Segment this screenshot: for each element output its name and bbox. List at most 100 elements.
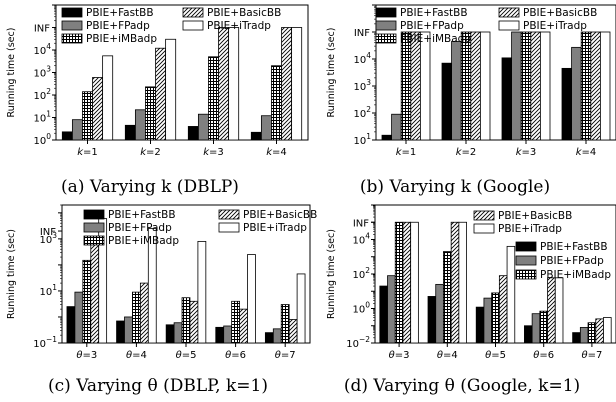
legend-label-pbie-imbadp: PBIE+iMBadp: [108, 235, 179, 247]
bar-pbie-fpadp-k-1: [71, 119, 83, 141]
bar-pbie-fastbb-k-1: [381, 134, 393, 141]
bar-pbie-fastbb-k-4: [250, 131, 262, 141]
legend-swatch-pbie-itradp: [473, 223, 495, 234]
legend-swatch-pbie-fpadp: [515, 255, 537, 266]
legend-swatch-pbie-imbadp: [515, 269, 537, 280]
legend-label-pbie-basicbb: PBIE+BasicBB: [243, 209, 317, 221]
legend-label-pbie-itradp: PBIE+iTradp: [498, 223, 562, 235]
x-tick-label: θ=7: [581, 350, 602, 361]
legend-swatch-pbie-fpadp: [61, 20, 83, 31]
bar-pbie-fpadp-k-3: [197, 113, 209, 141]
bar-pbie-itradp-5: [197, 240, 207, 344]
bar-pbie-imbadp-6: [539, 310, 548, 344]
bar-pbie-imbadp-k-2: [145, 86, 156, 141]
bar-pbie-basicbb-3: [402, 221, 412, 344]
y-axis-label: Running time (sec): [6, 28, 17, 118]
y-tick-label: 103: [39, 231, 57, 246]
legend-swatch-pbie-fastbb: [61, 7, 83, 18]
bar-pbie-itradp-k-4: [291, 27, 303, 141]
bar-pbie-itradp-k-3: [228, 27, 240, 141]
bar-pbie-imbadp-7: [280, 304, 290, 344]
x-tick-label: k=2: [456, 147, 477, 158]
x-tick-label: θ=3: [389, 350, 410, 361]
y-tick-label: 101: [39, 283, 57, 298]
bar-pbie-fastbb-7: [572, 332, 581, 344]
legend-swatch-pbie-fastbb: [515, 241, 537, 252]
y-axis-label: Running time (sec): [326, 28, 337, 118]
x-tick-label: θ=4: [437, 350, 458, 361]
bar-pbie-fastbb-6: [215, 326, 225, 344]
bar-pbie-imbadp-3: [82, 259, 92, 344]
legend-swatch-pbie-basicbb: [473, 210, 495, 221]
caption-b: (b) Varying k (Google): [360, 177, 550, 197]
bar-pbie-itradp-5: [506, 245, 516, 344]
legend-swatch-pbie-imbadp: [83, 235, 105, 246]
y-tick-label-inf: INF: [34, 24, 50, 35]
chart-panel-a: 100 101 102 103 104 INF Running time (sec) k=1 k…: [6, 4, 309, 158]
bar-pbie-itradp-k-3: [540, 31, 551, 141]
x-tick-label: θ=7: [275, 350, 296, 361]
x-tick-label: k=1: [77, 147, 98, 158]
bar-pbie-fastbb-7: [264, 332, 274, 344]
bar-pbie-fastbb-k-4: [561, 67, 573, 141]
caption-d: (d) Varying θ (Google, k=1): [344, 376, 580, 396]
legend-swatch-pbie-itradp: [182, 20, 204, 31]
bar-pbie-imbadp-k-2: [460, 31, 472, 141]
legend-label-pbie-basicbb: PBIE+BasicBB: [207, 7, 281, 19]
bar-pbie-itradp-k-2: [479, 31, 491, 141]
y-axis-label: Running time (sec): [326, 229, 337, 319]
bar-pbie-fpadp-k-4: [260, 115, 272, 141]
bar-pbie-fpadp-7: [272, 328, 282, 344]
x-tick-label: θ=5: [176, 350, 197, 361]
bar-pbie-fastbb-4: [427, 296, 437, 344]
legend-label-pbie-itradp: PBIE+iTradp: [207, 20, 271, 32]
bar-pbie-basicbb-k-4: [590, 31, 601, 141]
bar-pbie-fastbb-k-2: [124, 124, 136, 141]
bar-pbie-basicbb-k-4: [281, 27, 293, 141]
legend-swatch-pbie-basicbb: [498, 7, 520, 18]
bar-pbie-imbadp-k-4: [271, 65, 282, 141]
y-tick-label: 103: [353, 78, 371, 93]
x-tick-label: k=1: [396, 147, 417, 158]
y-tick-label: 104: [352, 232, 370, 247]
legend-label-pbie-imbadp: PBIE+iMBadp: [540, 269, 611, 281]
legend-label-pbie-basicbb: PBIE+BasicBB: [498, 210, 572, 222]
bar-pbie-itradp-3: [410, 221, 419, 344]
y-tick-label: 102: [353, 105, 371, 120]
legend-swatch-pbie-basicbb: [218, 209, 240, 220]
y-tick-label: 101: [353, 132, 371, 147]
bar-pbie-basicbb-5: [498, 275, 508, 344]
bar-pbie-basicbb-6: [239, 308, 248, 344]
legend-swatch-pbie-itradp: [218, 222, 240, 233]
bar-pbie-basicbb-k-1: [410, 31, 421, 141]
bar-pbie-fastbb-5: [165, 324, 175, 344]
bar-pbie-itradp-k-1: [102, 55, 114, 141]
bar-pbie-fpadp-3: [74, 291, 84, 344]
bar-pbie-fpadp-6: [531, 313, 541, 344]
legend-label-pbie-imbadp: PBIE+iMBadp: [400, 33, 471, 45]
y-tick-label-inf: INF: [353, 218, 369, 229]
bar-pbie-itradp-k-4: [600, 31, 611, 141]
x-tick-label: k=4: [576, 147, 597, 158]
bar-pbie-basicbb-4: [139, 282, 149, 344]
y-tick-label: 100: [352, 301, 370, 316]
bar-pbie-basicbb-k-1: [92, 77, 104, 141]
chart-panel-d: 10−2 100 102 104 INF Running time (sec) θ=3 θ=4…: [326, 204, 616, 361]
chart-panel-b: 101 102 103 104 INF Running time (sec) k=1 k=2 k…: [326, 4, 616, 158]
bar-pbie-basicbb-k-2: [470, 31, 481, 141]
bar-pbie-basicbb-6: [547, 277, 556, 344]
legend-label-pbie-itradp: PBIE+iTradp: [523, 20, 587, 32]
x-tick-label: θ=6: [225, 350, 246, 361]
bar-pbie-fpadp-5: [483, 297, 493, 344]
y-axis-label: Running time (sec): [6, 229, 17, 319]
bar-pbie-basicbb-7: [595, 318, 604, 344]
bar-pbie-itradp-6: [554, 277, 564, 344]
y-tick-label: 104: [353, 51, 371, 66]
bar-pbie-itradp-4: [147, 228, 157, 344]
bar-pbie-itradp-4: [458, 221, 467, 344]
bar-pbie-fastbb-3: [66, 306, 76, 344]
caption-c: (c) Varying θ (DBLP, k=1): [48, 376, 268, 396]
